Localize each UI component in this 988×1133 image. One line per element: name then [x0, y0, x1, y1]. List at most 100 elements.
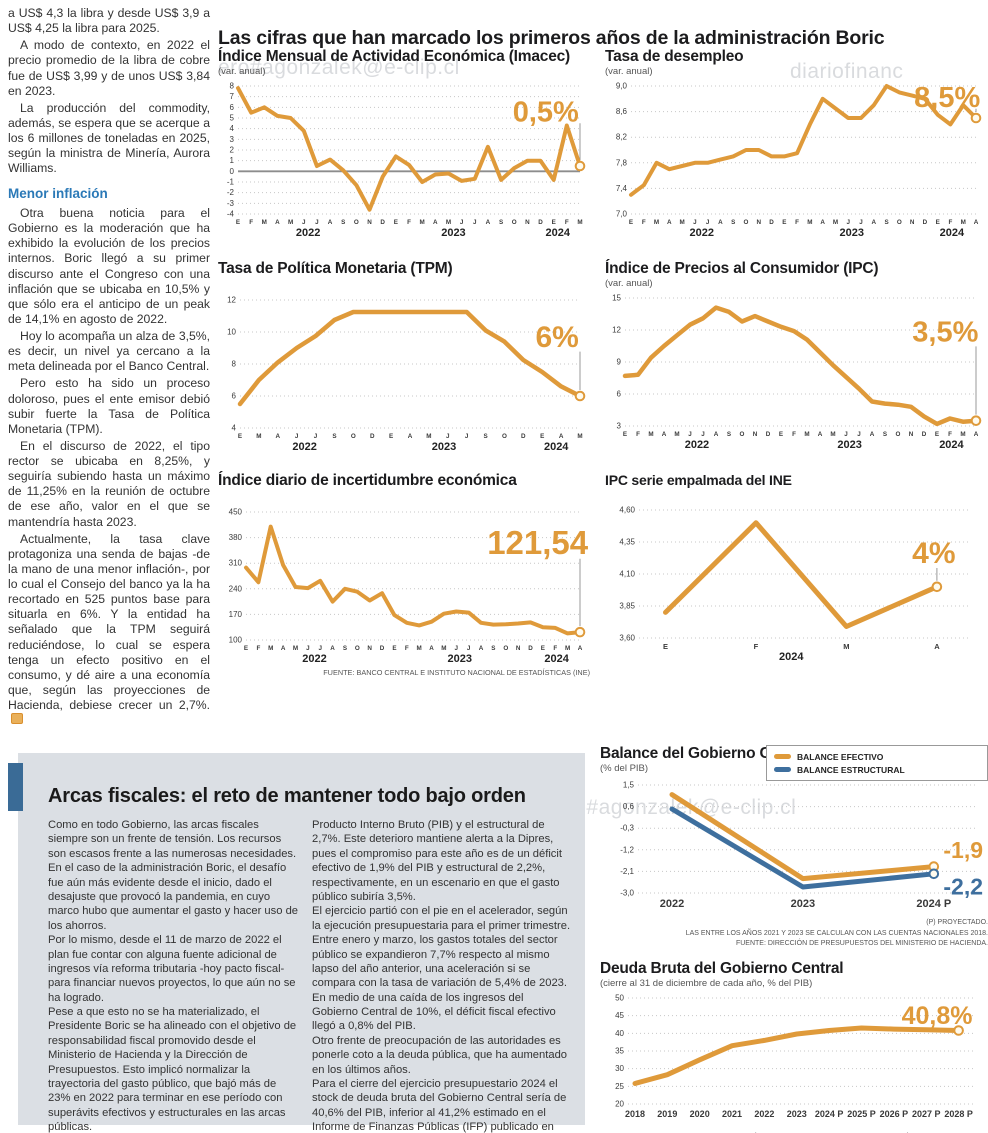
article-paragraph: A modo de contexto, en 2022 el precio pr… [8, 38, 210, 98]
svg-text:O: O [740, 431, 745, 438]
svg-text:F: F [249, 219, 253, 226]
fiscal-paragraph: Para el cierre del ejercicio presupuesta… [312, 1078, 567, 1133]
svg-text:2: 2 [230, 146, 235, 155]
svg-text:E: E [389, 433, 393, 440]
legend-swatch-estructural [774, 767, 791, 772]
svg-text:A: A [870, 431, 875, 438]
svg-text:N: N [516, 645, 521, 652]
footnote: (P) PROYECTADO. [926, 919, 988, 926]
svg-text:-4: -4 [227, 210, 235, 219]
svg-text:10: 10 [227, 328, 236, 337]
svg-text:7: 7 [230, 92, 235, 101]
svg-text:F: F [553, 645, 557, 652]
svg-text:2024: 2024 [544, 441, 569, 453]
svg-text:A: A [718, 219, 723, 226]
svg-text:J: J [446, 433, 450, 440]
chart-card-ipc-ine: IPC serie empalmada del INE 4,60 4,35 4,10… [605, 472, 986, 672]
svg-text:D: D [528, 645, 533, 652]
svg-text:2023: 2023 [837, 439, 861, 451]
footnote: FUENTE: DIRECCIÓN DE PRESUPUESTOS DEL MI… [735, 940, 988, 947]
svg-text:J: J [460, 219, 464, 226]
svg-text:M: M [679, 219, 684, 226]
deuda-chart-card: Deuda Bruta del Gobierno Central (cierre… [600, 960, 988, 1133]
article-paragraph: Actualmente, la tasa clave protagoniza u… [8, 532, 210, 729]
fiscal-paragraph: El ejercicio partió con el pie en el ace… [312, 905, 571, 990]
svg-text:2022: 2022 [296, 227, 320, 239]
svg-text:4%: 4% [912, 537, 955, 570]
svg-text:D: D [521, 433, 526, 440]
svg-text:121,54: 121,54 [487, 524, 589, 561]
svg-text:1,5: 1,5 [623, 781, 635, 790]
svg-text:A: A [328, 219, 333, 226]
svg-text:8: 8 [232, 360, 237, 369]
svg-text:S: S [727, 431, 731, 438]
article-paragraph-text: Actualmente, la tasa clave protagoniza u… [8, 531, 210, 713]
svg-text:A: A [486, 219, 491, 226]
chart-subtitle: (var. anual) [605, 66, 653, 77]
svg-text:M: M [961, 219, 966, 226]
svg-text:M: M [426, 433, 431, 440]
svg-text:O: O [502, 433, 507, 440]
svg-text:4,60: 4,60 [619, 506, 635, 515]
svg-text:J: J [302, 219, 306, 226]
svg-text:A: A [559, 433, 564, 440]
svg-text:3: 3 [230, 135, 235, 144]
fiscal-paragraph: En medio de una caída de los ingresos de… [312, 991, 556, 1033]
svg-text:F: F [405, 645, 409, 652]
svg-text:N: N [909, 431, 914, 438]
article-column: a US$ 4,3 la libra y desde US$ 3,9 a US$… [8, 6, 210, 730]
article-subhead: Menor inflación [8, 186, 108, 202]
svg-text:2024: 2024 [544, 653, 569, 665]
svg-text:J: J [706, 219, 710, 226]
svg-text:S: S [883, 431, 887, 438]
svg-text:F: F [256, 645, 260, 652]
svg-text:40: 40 [615, 1028, 624, 1037]
svg-text:J: J [314, 433, 318, 440]
svg-text:A: A [974, 431, 979, 438]
charts-grid: Índice Mensual de Actividad Económica (I… [218, 48, 988, 677]
svg-text:2024 P: 2024 P [916, 898, 951, 910]
svg-text:8,5%: 8,5% [914, 82, 980, 114]
svg-text:2024: 2024 [779, 651, 804, 663]
chart-subtitle: (% del PIB) [600, 763, 649, 774]
fiscal-box [18, 753, 585, 1125]
svg-text:S: S [491, 645, 495, 652]
svg-text:O: O [351, 433, 356, 440]
fiscal-paragraph: Otro frente de preocupación de las autor… [312, 1034, 568, 1076]
svg-text:M: M [288, 219, 293, 226]
balance-chart-card: Balance del Gobierno Central Total (% de… [600, 745, 988, 950]
chart-subtitle: (var. anual) [218, 66, 266, 77]
svg-text:J: J [306, 645, 310, 652]
svg-text:0,6: 0,6 [623, 802, 635, 811]
svg-text:A: A [433, 219, 438, 226]
article-paragraph: a US$ 4,3 la libra y desde US$ 3,9 a US$… [8, 6, 210, 36]
svg-text:J: J [318, 645, 322, 652]
legend-item-estructural: BALANCE ESTRUCTURAL [774, 763, 980, 776]
svg-text:F: F [636, 431, 640, 438]
svg-text:M: M [446, 219, 451, 226]
svg-text:8: 8 [230, 82, 235, 91]
svg-text:2022: 2022 [292, 441, 316, 453]
svg-text:M: M [654, 219, 659, 226]
svg-text:D: D [769, 219, 774, 226]
svg-text:M: M [960, 431, 965, 438]
svg-text:E: E [541, 645, 545, 652]
svg-text:2021: 2021 [722, 1109, 742, 1119]
svg-text:D: D [922, 431, 927, 438]
svg-text:F: F [407, 219, 411, 226]
svg-text:E: E [663, 642, 668, 651]
svg-text:6: 6 [232, 392, 237, 401]
svg-text:D: D [380, 219, 385, 226]
fiscal-columns: Como en todo Gobierno, las arcas fiscale… [48, 818, 572, 1133]
svg-text:5: 5 [230, 114, 235, 123]
svg-text:D: D [923, 219, 928, 226]
svg-text:7,0: 7,0 [616, 210, 628, 219]
svg-text:8,2: 8,2 [616, 133, 628, 142]
svg-text:M: M [674, 431, 679, 438]
svg-text:O: O [896, 431, 901, 438]
article-paragraph: En el discurso de 2022, el tipo rector s… [8, 438, 210, 529]
bottom-right-charts: Balance del Gobierno Central Total (% de… [600, 745, 988, 1133]
chart-card-tpm: Tasa de Política Monetaria (TPM) 12 10 8 6 4… [218, 260, 590, 472]
